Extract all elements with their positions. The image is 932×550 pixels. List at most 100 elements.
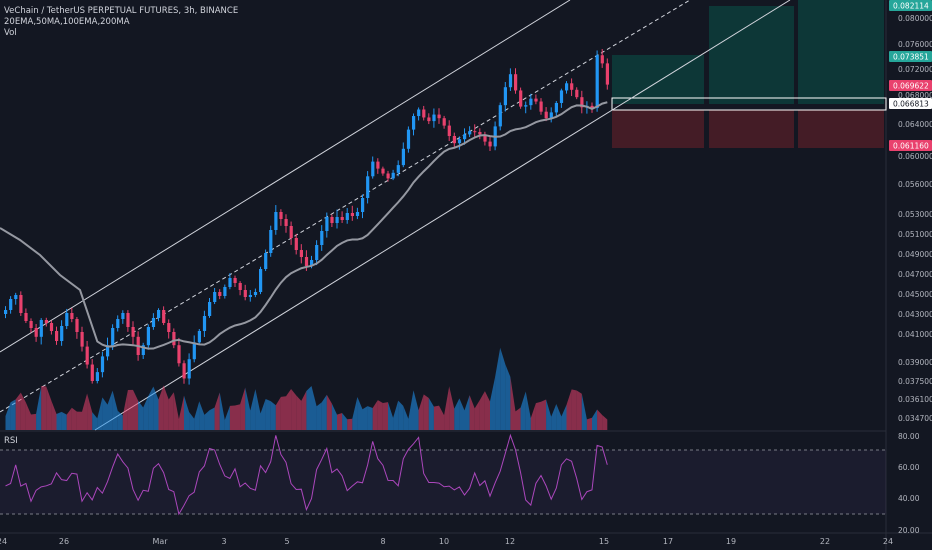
candle-body bbox=[554, 102, 558, 113]
candle-body bbox=[442, 118, 446, 126]
volume-bar bbox=[97, 397, 103, 430]
volume-bar bbox=[571, 389, 577, 430]
volume-bar bbox=[474, 400, 480, 430]
candle-body bbox=[391, 172, 395, 179]
volume-bar bbox=[25, 402, 31, 430]
volume-bar bbox=[418, 394, 424, 430]
candle-body bbox=[340, 217, 344, 220]
volume-bar bbox=[143, 395, 149, 430]
volume-bar bbox=[158, 385, 164, 430]
candle-body bbox=[422, 109, 426, 118]
time-tick-label: 3 bbox=[221, 537, 226, 546]
volume-bar bbox=[153, 386, 159, 430]
price-tick-label: 0.053000 bbox=[898, 210, 932, 219]
time-tick-label: 15 bbox=[599, 537, 609, 546]
price-tick-label: 0.043000 bbox=[898, 310, 932, 319]
candle-body bbox=[264, 253, 268, 269]
volume-bar bbox=[428, 398, 434, 430]
candle-body bbox=[580, 97, 584, 108]
volume-bar bbox=[82, 393, 88, 430]
volume-bar bbox=[576, 390, 582, 430]
price-tick-label: 0.068000 bbox=[898, 91, 932, 100]
candle-body bbox=[106, 345, 110, 357]
candle-body bbox=[60, 326, 64, 341]
volume-bar bbox=[393, 400, 399, 430]
candle-body bbox=[182, 363, 186, 379]
candle-body bbox=[463, 134, 467, 140]
candle-body bbox=[253, 292, 258, 295]
volume-bar bbox=[148, 386, 154, 430]
stop-zone bbox=[612, 110, 704, 148]
candle-body bbox=[100, 356, 105, 373]
candle-body bbox=[218, 292, 222, 296]
volume-bar bbox=[357, 396, 363, 430]
volume-bar bbox=[551, 403, 557, 430]
volume-bar bbox=[541, 399, 547, 430]
candle-body bbox=[320, 231, 324, 245]
volume-bar bbox=[107, 390, 113, 430]
candle-body bbox=[197, 331, 201, 343]
price-badge-label: 0.061160 bbox=[893, 142, 929, 151]
candle-body bbox=[514, 74, 518, 91]
candle-body bbox=[524, 105, 528, 107]
candle-body bbox=[447, 125, 451, 136]
price-tick-label: 0.045000 bbox=[898, 290, 932, 299]
candle-body bbox=[19, 295, 23, 313]
price-badge bbox=[889, 98, 932, 109]
candle-body bbox=[350, 213, 354, 216]
candle-body bbox=[595, 55, 599, 109]
candle-body bbox=[483, 134, 487, 142]
volume-bar bbox=[133, 389, 139, 430]
candle-body bbox=[29, 321, 33, 328]
volume-bar bbox=[138, 400, 144, 430]
volume-bar bbox=[66, 407, 72, 430]
volume-bar bbox=[240, 387, 246, 430]
candle-body bbox=[121, 313, 125, 319]
volume-bar bbox=[316, 402, 322, 430]
volume-bar bbox=[235, 404, 241, 430]
candle-body bbox=[248, 295, 252, 297]
candle-body bbox=[289, 226, 293, 238]
price-tick-label: 0.047000 bbox=[898, 270, 932, 279]
candle-body bbox=[187, 359, 191, 379]
time-tick-label: 24 bbox=[883, 537, 893, 546]
volume-label: Vol bbox=[4, 28, 17, 38]
volume-bar bbox=[46, 386, 52, 430]
volume-bar bbox=[362, 406, 368, 430]
volume-bar bbox=[112, 390, 118, 430]
volume-bar bbox=[372, 400, 378, 430]
target-zone bbox=[709, 6, 794, 104]
candle-body bbox=[345, 213, 349, 220]
volume-bar bbox=[311, 385, 317, 430]
time-tick-label: 19 bbox=[726, 537, 736, 546]
candle-body bbox=[315, 245, 319, 260]
candle-body bbox=[157, 310, 161, 318]
candle-body bbox=[457, 139, 462, 144]
volume-bar bbox=[87, 393, 93, 430]
volume-bar bbox=[464, 395, 470, 430]
price-badge bbox=[889, 51, 932, 62]
volume-bar bbox=[592, 409, 598, 430]
time-tick-label: Mar bbox=[152, 537, 168, 546]
volume-bar bbox=[388, 402, 394, 430]
volume-bar bbox=[337, 412, 343, 430]
candle-body bbox=[452, 136, 456, 144]
candle-body bbox=[228, 278, 232, 287]
volume-bar bbox=[530, 403, 536, 430]
volume-bar bbox=[184, 395, 190, 430]
volume-bar bbox=[102, 397, 108, 430]
volume-bar bbox=[444, 386, 450, 430]
volume-bar bbox=[459, 398, 465, 430]
time-tick-label: 17 bbox=[663, 537, 673, 546]
volume-bar bbox=[597, 409, 603, 430]
candle-body bbox=[559, 90, 564, 103]
volume-bar bbox=[377, 400, 383, 430]
candle-body bbox=[259, 269, 263, 292]
price-tick-label: 0.041000 bbox=[898, 330, 932, 339]
volume-bar bbox=[229, 405, 235, 430]
candle-body bbox=[605, 63, 609, 85]
volume-bar bbox=[15, 392, 21, 430]
candle-body bbox=[213, 292, 217, 302]
volume-bar bbox=[20, 392, 26, 430]
